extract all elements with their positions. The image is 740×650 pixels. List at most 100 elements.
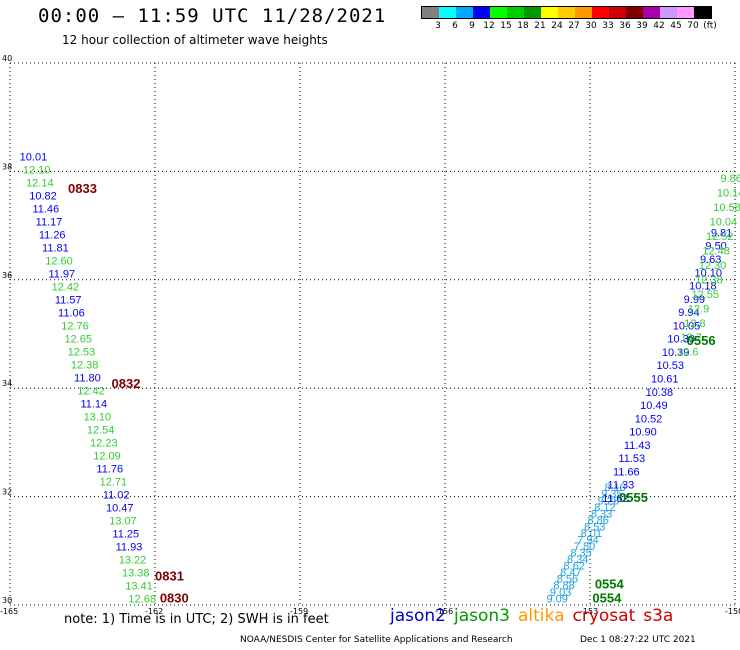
wave-height-label: 12.53 [68, 346, 96, 358]
wave-height-label: 13.41 [125, 580, 153, 592]
wave-height-label: 12.42 [52, 281, 80, 293]
wave-height-label: 7.94 [577, 534, 598, 546]
wave-height-label: 9.81 [711, 227, 732, 239]
colorbar-label: 70 [687, 21, 699, 31]
wave-height-label: 12.76 [61, 320, 89, 332]
wave-height-label: 8.56 [557, 574, 578, 586]
wave-height-label: 10.61 [651, 374, 679, 386]
colorbar-cell [558, 7, 575, 18]
time-label: 0832 [112, 376, 141, 391]
wave-height-label: 9.28 [598, 495, 619, 507]
wave-height-label: 12.38 [695, 274, 723, 286]
colorbar-label: 27 [568, 21, 580, 31]
wave-height-label: 12.8 [684, 318, 705, 330]
wave-height-label: 12.54 [87, 424, 115, 436]
wave-height-label: 11.57 [55, 294, 82, 306]
wave-height-label: 10.47 [106, 502, 134, 514]
wave-height-label: 13.38 [122, 567, 150, 579]
wave-height-label: 11.25 [112, 528, 139, 540]
wave-height-label: 11.81 [42, 243, 69, 255]
legend-item-jason2: jason2 [390, 606, 446, 626]
wave-height-label: 8.53 [584, 521, 605, 533]
wave-height-label: 11.76 [96, 463, 123, 475]
wave-height-label: 11.06 [58, 307, 85, 319]
wave-height-label: 12.65 [64, 333, 92, 345]
legend-item-altika: altika [518, 606, 565, 626]
colorbar-cell [660, 7, 677, 18]
colorbar-label: 39 [636, 21, 648, 31]
colorbar-label: 12 [483, 21, 495, 31]
colorbar-cell [541, 7, 558, 18]
wave-height-label: 8.12 [594, 502, 615, 514]
wave-height-label: 11.26 [39, 230, 66, 242]
colorbar-label: 24 [551, 21, 563, 31]
colorbar-cell [524, 7, 541, 18]
wave-height-label: 8.01 [581, 528, 602, 540]
colorbar-label: 3 [435, 21, 441, 31]
footer-credit: NOAA/NESDIS Center for Satellite Applica… [240, 635, 513, 645]
colorbar-label: 30 [585, 21, 597, 31]
x-tick-label: -165 [0, 607, 18, 616]
wave-height-label: 11.62 [602, 493, 629, 505]
legend-item-jason3: jason3 [454, 606, 510, 626]
wave-height-label: 12.30 [699, 260, 727, 272]
colorbar [421, 6, 712, 19]
wave-height-label: 13.22 [119, 554, 147, 566]
wave-height-label: 13.07 [109, 515, 137, 527]
wave-height-label: 10.18 [689, 281, 717, 293]
satellite-legend: jason2 jason3 altika cryosat s3a [390, 606, 681, 626]
wave-height-label: 10.05 [673, 320, 701, 332]
wave-height-label: 9.09 [547, 593, 568, 605]
time-label: 0831 [155, 569, 184, 584]
wave-height-label: 10.04 [710, 217, 738, 229]
wave-height-label: 13.10 [84, 411, 112, 423]
wave-height-label: 12.10 [23, 165, 51, 177]
wave-height-label: 10.58 [713, 202, 740, 214]
colorbar-cell [507, 7, 524, 18]
colorbar-label: 9 [469, 21, 475, 31]
time-label: 0554 [592, 590, 622, 605]
wave-height-label: 8.86 [587, 515, 608, 527]
wave-height-label: 11.02 [103, 489, 130, 501]
colorbar-label: 6 [452, 21, 458, 31]
colorbar-label: 42 [653, 21, 665, 31]
wave-height-label: 12.42 [77, 385, 105, 397]
colorbar-labels: 3 6 9 12 15 18 21 24 27 30 33 36 39 42 45 70 (ft) [421, 21, 740, 33]
x-tick-label: -159 [290, 607, 308, 616]
wave-height-label: 10.01 [20, 152, 48, 164]
wave-height-label: 12.9 [688, 303, 709, 315]
note-text: note: 1) Time is in UTC; 2) SWH is in fe… [64, 612, 329, 627]
wave-height-label: 8.33 [591, 508, 612, 520]
wave-height-label: 10.38 [646, 387, 674, 399]
time-label: 0833 [68, 181, 97, 196]
wave-height-label: 11.14 [80, 398, 107, 410]
wave-height-label: 8.35 [570, 548, 591, 560]
time-label: 0555 [619, 490, 648, 505]
colorbar-cell [677, 7, 694, 18]
colorbar-cell [439, 7, 456, 18]
wave-height-label: 12.14 [26, 178, 54, 190]
colorbar-cell [592, 7, 609, 18]
colorbar-cell [473, 7, 490, 18]
wave-height-label: 10.49 [640, 400, 668, 412]
wave-height-label: 12.09 [93, 450, 121, 462]
wave-height-label: 10.14 [717, 188, 740, 200]
wave-height-label: 12.55 [692, 289, 720, 301]
subtitle: 12 hour collection of altimeter wave hei… [62, 33, 328, 47]
colorbar-label: 18 [517, 21, 529, 31]
wave-height-label: 8.34 [567, 554, 588, 566]
wave-height-label: 11.93 [116, 541, 143, 553]
wave-height-label: 11.53 [618, 453, 645, 465]
wave-height-label: 11.17 [36, 217, 63, 229]
wave-height-label: 12.38 [71, 359, 99, 371]
colorbar-label: 36 [619, 21, 631, 31]
y-tick-label: 34 [2, 379, 12, 388]
colorbar-cell [609, 7, 626, 18]
wave-height-label: 9.94 [678, 307, 699, 319]
wave-height-label: 11.66 [613, 466, 640, 478]
wave-height-label: 11.43 [624, 440, 651, 452]
wave-height-label: 9.03 [550, 587, 571, 599]
wave-height-label: 11.33 [608, 480, 635, 492]
wave-height-label: 12.7 [681, 332, 702, 344]
